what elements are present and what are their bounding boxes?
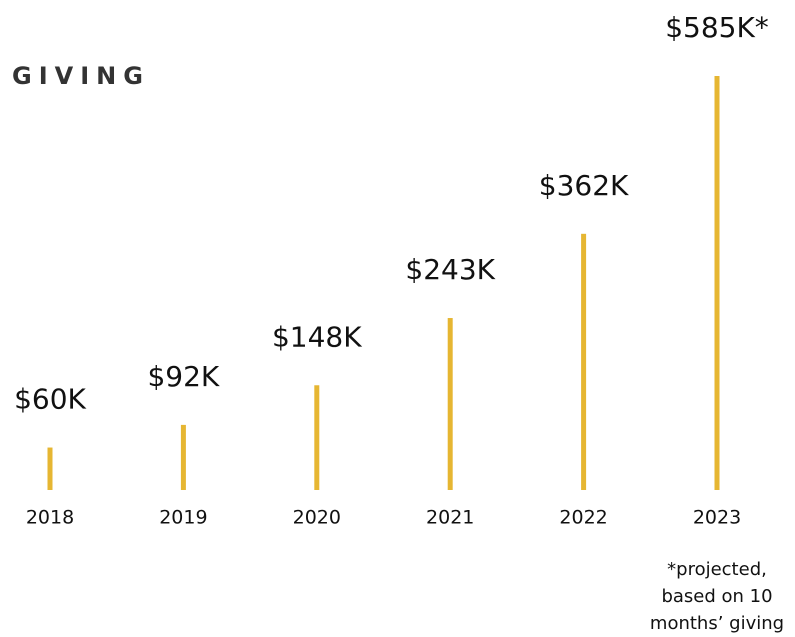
value-label: $148K	[272, 320, 362, 353]
note: *projected,	[667, 559, 767, 580]
x-tick-label: 2020	[293, 507, 341, 529]
value-label: $585K*	[665, 11, 769, 44]
bar	[180, 424, 186, 490]
value-label: $362K	[539, 169, 629, 202]
note: months’ giving	[650, 613, 784, 634]
x-tick-label: 2019	[159, 507, 207, 529]
bar	[47, 447, 53, 490]
chart-title: GIVING	[12, 62, 150, 90]
value-label: $60K	[14, 383, 86, 416]
bar	[447, 318, 453, 490]
value-label: $243K	[405, 253, 495, 286]
x-tick-label: 2022	[559, 507, 607, 529]
value-label: $92K	[147, 360, 219, 393]
note: based on 10	[661, 586, 772, 607]
bar	[314, 385, 320, 490]
bar	[581, 233, 587, 491]
x-tick-label: 2018	[26, 507, 74, 529]
bar	[714, 76, 720, 490]
x-tick-label: 2023	[693, 507, 741, 529]
x-tick-label: 2021	[426, 507, 474, 529]
